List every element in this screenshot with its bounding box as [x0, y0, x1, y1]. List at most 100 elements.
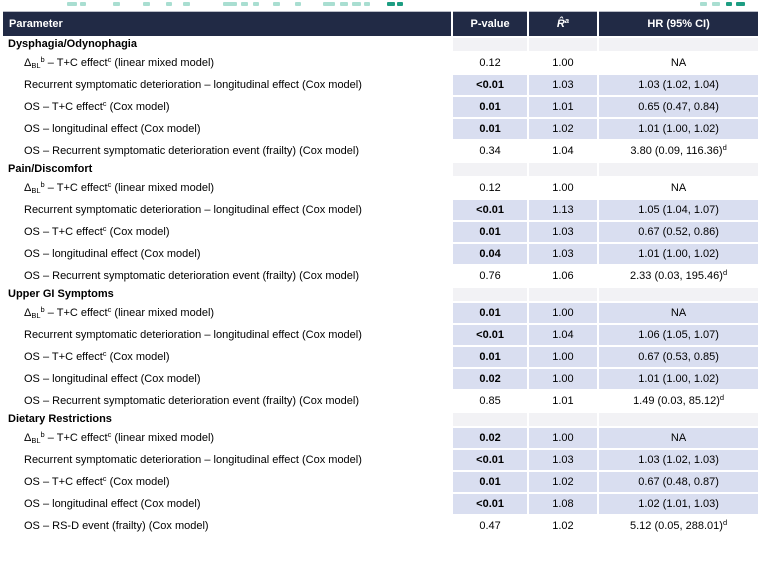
hr-ci-cell: 0.65 (0.47, 0.84)	[599, 97, 758, 117]
r-hat-cell: 1.06	[552, 269, 574, 282]
hr-ci-cell: 0.67 (0.53, 0.85)	[599, 347, 758, 367]
p-value-cell: <0.01	[453, 494, 527, 514]
hr-ci-cell: 0.67 (0.52, 0.86)	[599, 222, 758, 242]
section-fill-cell	[528, 413, 598, 426]
p-value-cell: <0.01	[453, 75, 527, 95]
r-hat-cell: 1.04	[552, 144, 574, 157]
section-title: Upper GI Symptoms	[8, 288, 114, 301]
section-title: Dysphagia/Odynophagia	[8, 38, 137, 51]
section-fill-cell	[599, 288, 758, 301]
section-fill-cell	[528, 288, 598, 301]
hr-ci-cell: 1.03 (1.02, 1.04)	[599, 75, 758, 95]
p-value-cell: 0.01	[453, 119, 527, 139]
column-header-p-value: P-value	[453, 11, 527, 36]
hr-ci-cell: 1.02 (1.01, 1.03)	[599, 494, 758, 514]
p-value-cell: 0.12	[479, 56, 501, 69]
hr-ci-cell: 0.67 (0.48, 0.87)	[599, 472, 758, 492]
section-fill-cell	[528, 38, 598, 51]
p-value-cell: 0.34	[479, 144, 501, 157]
title-fragment	[726, 2, 732, 6]
title-fragment	[241, 2, 248, 6]
section-header-row: Dietary Restrictions	[3, 413, 758, 426]
r-hat-cell: 1.00	[528, 428, 598, 448]
title-fragment	[113, 2, 120, 6]
table-row: Recurrent symptomatic deterioration – lo…	[3, 200, 758, 220]
r-hat-cell: 1.02	[528, 472, 598, 492]
r-hat-cell: 1.08	[528, 494, 598, 514]
title-fragment	[340, 2, 348, 6]
parameter-cell: Recurrent symptomatic deterioration – lo…	[24, 328, 362, 341]
parameter-cell: ΔBLb – T+C effectc (linear mixed model)	[24, 54, 215, 70]
title-fragment	[712, 2, 720, 6]
section-fill-cell	[599, 163, 758, 176]
r-hat-cell: 1.01	[528, 97, 598, 117]
p-value-cell: 0.01	[453, 97, 527, 117]
p-value-cell: 0.04	[453, 244, 527, 264]
r-hat-cell: 1.00	[528, 369, 598, 389]
r-hat-cell: 1.00	[528, 303, 598, 323]
table-row: OS – Recurrent symptomatic deterioration…	[3, 391, 758, 411]
section-header-row: Dysphagia/Odynophagia	[3, 38, 758, 51]
table-row: OS – Recurrent symptomatic deterioration…	[3, 266, 758, 286]
parameter-cell: OS – T+C effectc (Cox model)	[24, 473, 170, 488]
title-fragment	[736, 2, 745, 6]
parameter-cell: Recurrent symptomatic deterioration – lo…	[24, 78, 362, 91]
table-row: ΔBLb – T+C effectc (linear mixed model) 0…	[3, 428, 758, 448]
hr-ci-cell: 3.80 (0.09, 116.36)d	[630, 142, 727, 157]
results-table: Parameter P-value R̂a HR (95% CI) Dyspha…	[1, 9, 760, 538]
section-fill-cell	[453, 288, 527, 301]
table-row: OS – longitudinal effect (Cox model) 0.01…	[3, 119, 758, 139]
r-hat-cell: 1.00	[552, 56, 574, 69]
parameter-cell: ΔBLb – T+C effectc (linear mixed model)	[24, 429, 215, 445]
hr-ci-cell: NA	[599, 303, 758, 323]
title-fragment	[80, 2, 86, 6]
p-value-cell: 0.01	[453, 303, 527, 323]
table-row: ΔBLb – T+C effectc (linear mixed model) 0…	[3, 178, 758, 198]
table-row: Recurrent symptomatic deterioration – lo…	[3, 450, 758, 470]
r-hat-cell: 1.00	[528, 347, 598, 367]
r-hat-cell: 1.03	[528, 75, 598, 95]
table-row: ΔBLb – T+C effectc (linear mixed model) 0…	[3, 303, 758, 323]
table-row: OS – longitudinal effect (Cox model) 0.02…	[3, 369, 758, 389]
table-row: ΔBLb – T+C effectc (linear mixed model) 0…	[3, 53, 758, 73]
parameter-cell: OS – T+C effectc (Cox model)	[24, 98, 170, 113]
table-row: OS – longitudinal effect (Cox model) <0.0…	[3, 494, 758, 514]
title-fragment	[364, 2, 370, 6]
parameter-cell: Recurrent symptomatic deterioration – lo…	[24, 453, 362, 466]
hr-ci-cell: 1.01 (1.00, 1.02)	[599, 369, 758, 389]
table-row: OS – T+C effectc (Cox model) 0.01 1.00 0.67…	[3, 347, 758, 367]
column-header-r-hat: R̂a	[528, 11, 598, 36]
title-fragment	[700, 2, 707, 6]
hr-ci-cell: 1.06 (1.05, 1.07)	[599, 325, 758, 345]
section-fill-cell	[453, 163, 527, 176]
r-hat-cell: 1.04	[528, 325, 598, 345]
r-hat-cell: 1.03	[528, 244, 598, 264]
p-value-cell: 0.12	[479, 181, 501, 194]
parameter-cell: OS – longitudinal effect (Cox model)	[24, 372, 201, 385]
table-body: Dysphagia/Odynophagia ΔBLb – T+C effectc …	[3, 38, 758, 536]
p-value-cell: <0.01	[453, 325, 527, 345]
hr-ci-cell: NA	[599, 428, 758, 448]
parameter-cell: Recurrent symptomatic deterioration – lo…	[24, 203, 362, 216]
title-fragment	[253, 2, 259, 6]
r-hat-cell: 1.03	[528, 222, 598, 242]
title-fragment	[387, 2, 395, 6]
hr-ci-cell: NA	[670, 181, 687, 194]
title-fragment	[67, 2, 77, 6]
table-row: OS – T+C effectc (Cox model) 0.01 1.03 0.67…	[3, 222, 758, 242]
p-value-cell: 0.76	[479, 269, 501, 282]
section-fill-cell	[453, 413, 527, 426]
hr-ci-cell: 2.33 (0.03, 195.46)d	[630, 267, 728, 282]
hr-ci-cell: 5.12 (0.05, 288.01)d	[630, 517, 728, 532]
p-value-cell: 0.02	[453, 428, 527, 448]
parameter-cell: OS – longitudinal effect (Cox model)	[24, 497, 201, 510]
p-value-cell: <0.01	[453, 200, 527, 220]
p-value-cell: 0.01	[453, 347, 527, 367]
parameter-cell: OS – longitudinal effect (Cox model)	[24, 247, 201, 260]
section-header-row: Upper GI Symptoms	[3, 288, 758, 301]
hr-ci-cell: 1.01 (1.00, 1.02)	[599, 244, 758, 264]
parameter-cell: OS – longitudinal effect (Cox model)	[24, 122, 201, 135]
section-header-row: Pain/Discomfort	[3, 163, 758, 176]
section-title: Pain/Discomfort	[8, 163, 93, 176]
p-value-cell: 0.01	[453, 222, 527, 242]
